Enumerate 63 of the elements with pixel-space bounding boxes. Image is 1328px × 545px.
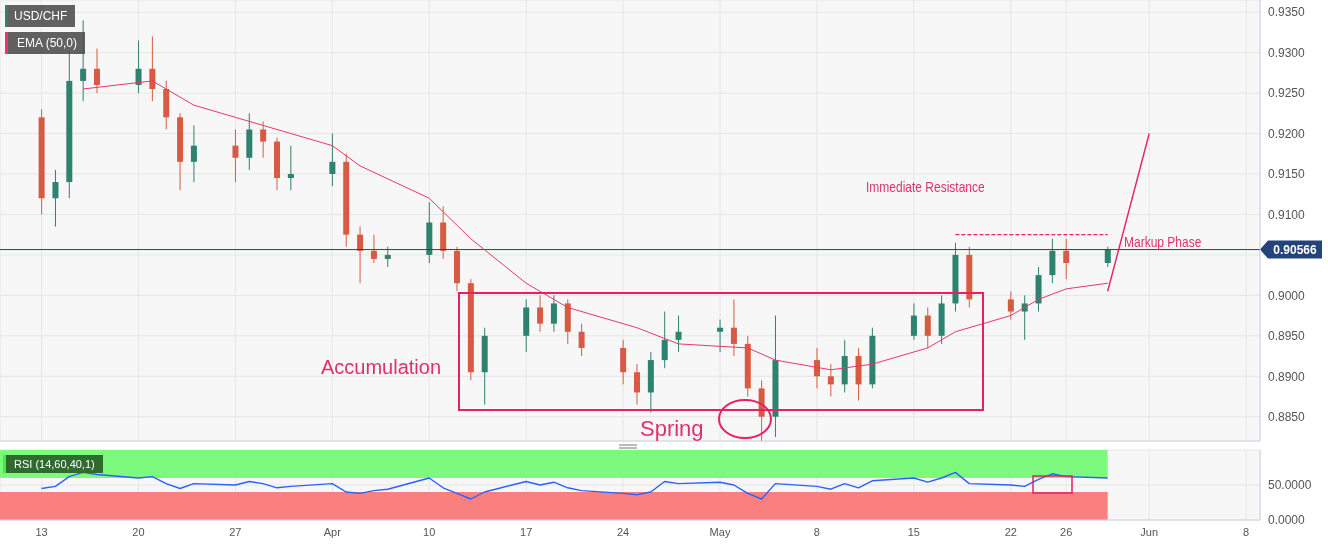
y-tick-label: 0.9200 [1268,126,1306,141]
text: USD/CHF [5,5,76,27]
candlestick [287,145,294,191]
candlestick [1104,246,1111,268]
candlestick [827,363,834,397]
candlestick [717,319,724,353]
y-tick-label: 0.8950 [1268,329,1306,344]
candlestick [1021,294,1028,341]
x-tick-label: May [709,525,731,538]
x-tick-label: 13 [35,525,48,538]
x-tick-label: 20 [132,525,145,538]
annotation: Immediate Resistance [866,178,985,195]
y-tick-label: 0.9000 [1268,288,1306,303]
x-tick-label: 8 [1243,525,1250,538]
candlestick [634,363,640,406]
x-tick-label: 10 [423,525,436,538]
x-tick-label: Apr [323,525,342,538]
x-tick-label: 17 [520,525,533,538]
candlestick [135,39,142,94]
candlestick [260,120,267,159]
candlestick [1063,238,1070,280]
line-series [40,471,1109,500]
x-tick-label: 24 [616,525,630,538]
y-tick-label: 50.0000 [1268,478,1312,493]
y-tick-label: 0.9100 [1268,207,1306,222]
candlestick [550,294,557,333]
y-tick-label: 0.0000 [1268,513,1306,528]
legend-label: EMA (50,0) [5,32,86,54]
x-tick-label: Jun [1140,525,1159,538]
y-tick-label: 0.9150 [1268,167,1306,182]
candlestick [730,298,737,357]
candlestick [578,323,585,357]
candlestick [661,311,668,369]
candlestick [1007,290,1014,321]
text: RSI (14,60,40,1) [3,455,103,473]
candlestick [94,48,100,94]
candlestick [384,246,391,268]
annotation: Markup Phase [1124,233,1202,250]
candlestick [814,347,820,389]
candlestick [924,306,931,349]
candlestick [329,133,336,187]
x-tick-label: 26 [1060,525,1073,538]
candlestick [52,169,59,228]
y-tick-label: 0.9250 [1268,86,1306,101]
ref-line-label: 0.90566 [1273,242,1318,257]
x-tick-label: 27 [229,525,242,538]
annotation: Spring [640,416,704,442]
candlestick [370,234,377,264]
candlestick [675,315,682,353]
x-tick-label: 15 [907,525,920,538]
y-tick-label: 0.8900 [1268,369,1306,384]
x-tick-label: 22 [1004,525,1017,538]
candlestick [190,124,197,183]
candlestick [910,302,917,341]
y-tick-label: 0.9350 [1268,5,1306,20]
candlestick [232,128,239,183]
x-tick-label: 8 [813,525,820,538]
candlestick [149,35,156,102]
candlestick [357,226,364,284]
candlestick [537,294,544,333]
y-tick-label: 0.9300 [1268,45,1306,60]
y-tick-label: 0.8850 [1268,409,1306,424]
annotation: Accumulation [321,356,442,379]
